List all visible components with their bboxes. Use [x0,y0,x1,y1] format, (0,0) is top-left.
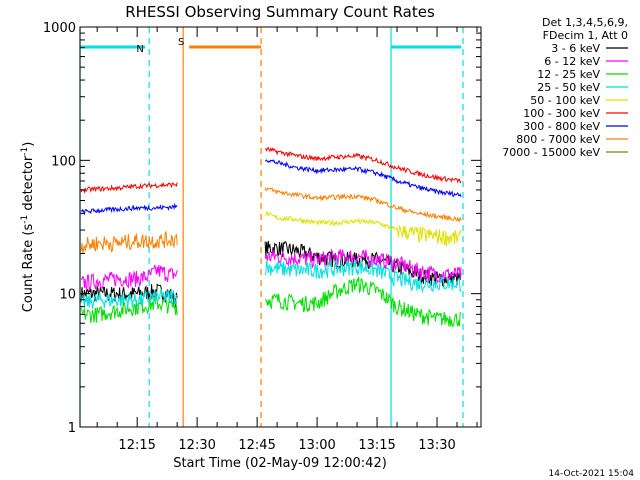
series-line-7-0 [80,230,178,254]
series-line-5-0 [80,182,178,194]
y-axis-label-sup1: -1 [20,215,30,224]
series-line-5-1 [265,147,462,184]
series-line-3-1 [264,260,462,294]
legend-header: Det 1,3,4,5,6,9, [542,16,628,29]
series-line-3-0 [80,289,178,309]
legend-entry-label: 100 - 300 keV [523,107,600,120]
y-axis-label: Count Rate (s-1 detector-1) [20,142,36,313]
series-line-6-0 [80,202,178,216]
date-stamp: 14-Oct-2021 15:04 [549,469,635,479]
series-line-6-1 [264,159,462,198]
legend-entry-label: 12 - 25 keV [537,68,600,81]
legend-entry-label: 800 - 7000 keV [516,133,600,146]
y-tick-label: 1 [68,421,76,436]
legend-entry-label: 3 - 6 keV [551,42,600,55]
y-tick-label: 10 [59,288,76,303]
x-axis-label: Start Time (02-May-09 12:00:42) [173,456,387,471]
x-tick-label: 13:30 [418,438,455,453]
x-tick-label: 13:00 [298,438,335,453]
legend-header: FDecim 1, Att 0 [543,29,628,42]
y-tick-label: 100 [51,154,76,169]
plot-frame [79,26,482,428]
series-line-1-0 [80,264,178,291]
legend-entry-label: 300 - 800 keV [523,120,600,133]
axes: 1 10 100 1000 12:15 12:30 12:45 13:00 13:15 13:30 [43,21,481,453]
chart-title: RHESSI Observing Summary Count Rates [125,3,435,21]
series-line-1-1 [264,248,462,284]
flag-label-s: S [178,37,184,48]
legend-entry-label: 7000 - 15000 keV [502,146,600,159]
y-axis-label-main: Count Rate (s [21,224,36,313]
y-axis-label-sup2: -1 [20,147,30,156]
series-line-2-1 [264,276,462,328]
legend-entry-label: 6 - 12 keV [544,55,600,68]
y-axis-label-end: ) [21,142,36,147]
series-line-7-1 [264,187,462,222]
y-tick-label: 1000 [43,21,76,36]
legend-entry-label: 50 - 100 keV [530,94,600,107]
x-tick-label: 12:30 [178,438,215,453]
legend: Det 1,3,4,5,6,9,FDecim 1, Att 03 - 6 keV… [502,16,628,159]
y-axis-label-mid: detector [21,155,36,215]
series-line-2-0 [80,296,178,323]
x-tick-label: 13:15 [358,438,395,453]
legend-entry-label: 25 - 50 keV [537,81,600,94]
series-line-4-0 [265,211,462,247]
x-tick-label: 12:45 [238,438,275,453]
plot-area: NS [79,27,464,427]
series-line-0-1 [264,240,462,288]
x-tick-label: 12:15 [118,438,155,453]
flag-label-n: N [136,44,143,55]
